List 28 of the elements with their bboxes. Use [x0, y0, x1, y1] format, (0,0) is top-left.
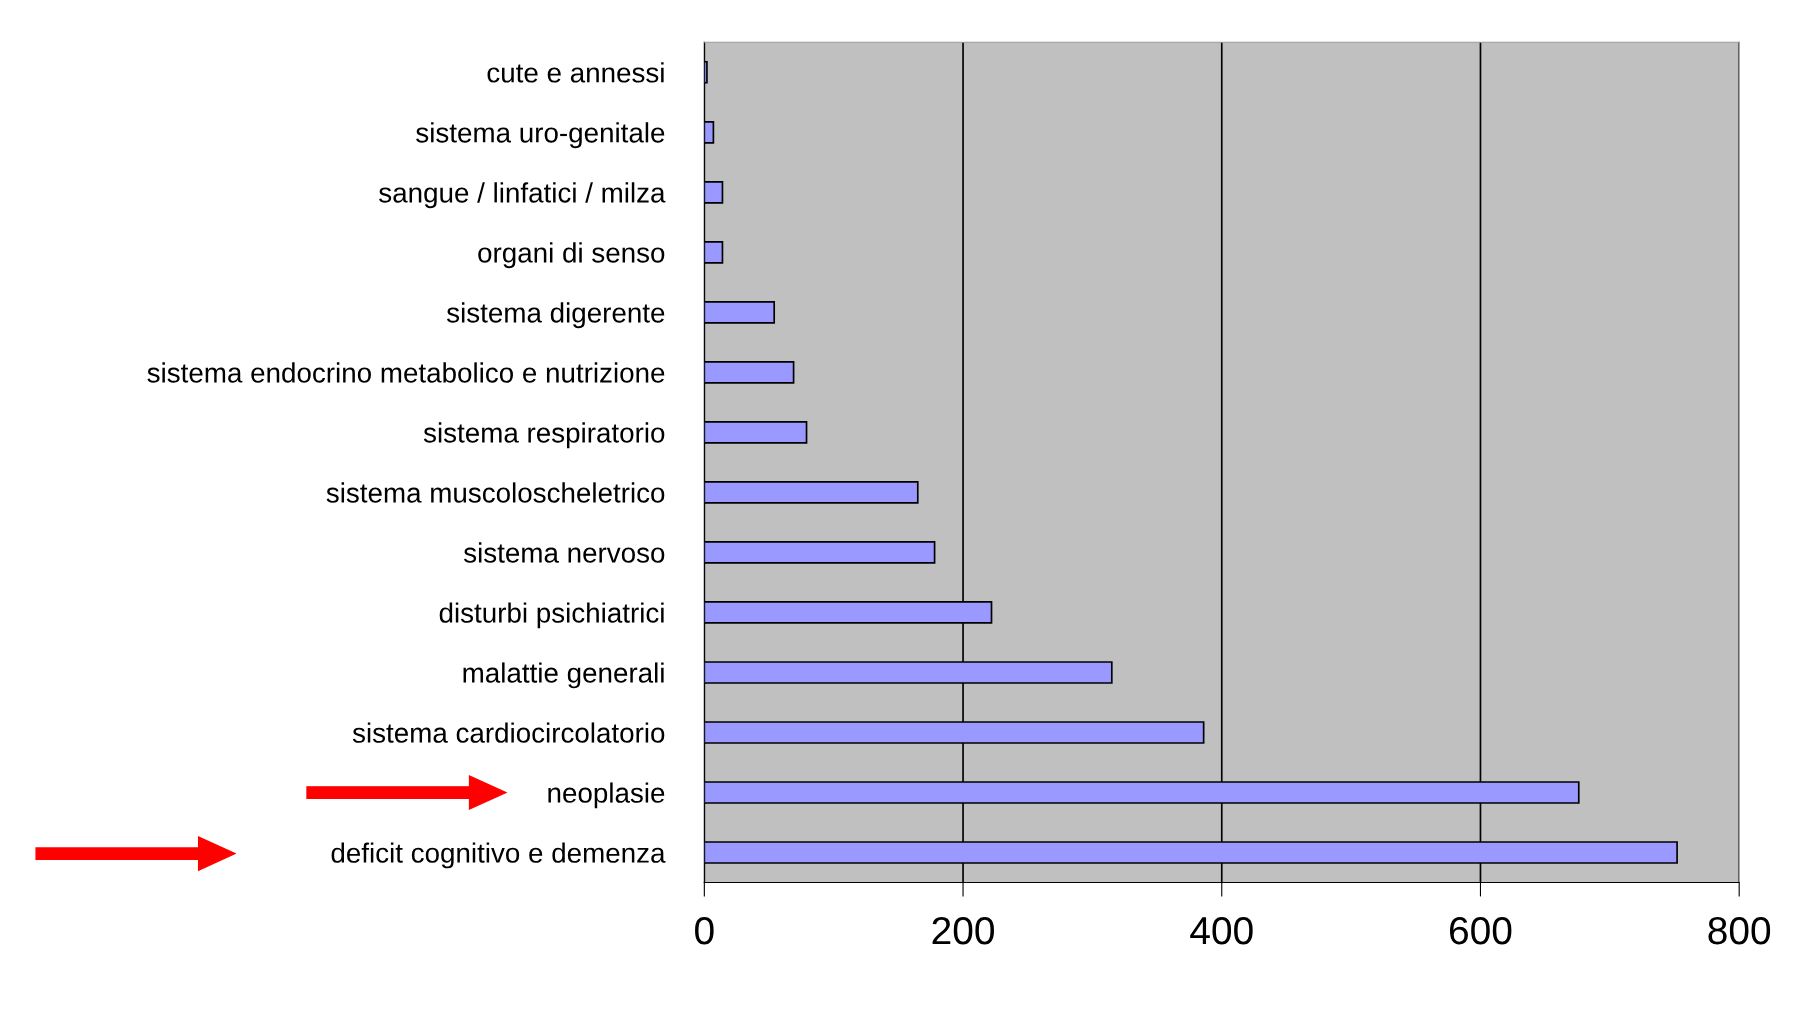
bar [704, 421, 808, 444]
y-tick-label: sistema muscoloscheletrico [326, 482, 665, 503]
y-tick-label: sistema endocrino metabolico e nutrizione [147, 362, 665, 383]
bar [704, 180, 724, 204]
y-tick-label: neoplasie [548, 782, 665, 809]
y-tick-label: sistema respiratorio [423, 422, 665, 449]
y-tick-label: sangue / linfatici / milza [379, 182, 666, 209]
x-tick-label: 200 [932, 916, 994, 945]
y-tick-label: cute e annessi [487, 62, 664, 83]
x-tick-label: 400 [1190, 916, 1253, 945]
y-tick-label: sistema digerente [446, 302, 665, 329]
bar [704, 240, 724, 264]
bar [704, 361, 795, 384]
bar [704, 481, 919, 504]
x-tick-label: 800 [1708, 916, 1771, 945]
bar [704, 60, 708, 84]
y-tick-label: sistema uro-genitale [416, 122, 665, 149]
y-tick-label: sistema nervoso [463, 542, 665, 563]
y-tick-label: organi di senso [478, 242, 665, 269]
bar [704, 301, 776, 324]
y-tick-label: disturbi psichiatrici [439, 602, 664, 629]
y-tick-label: deficit cognitivo e demenza [331, 842, 666, 869]
bar [704, 120, 715, 144]
y-tick-label: sistema cardiocircolatorio [352, 722, 665, 743]
bar [704, 541, 936, 564]
x-tick-label: 0 [695, 916, 714, 945]
x-tick-label: 600 [1450, 916, 1512, 945]
y-tick-label: malattie generali [463, 662, 664, 689]
